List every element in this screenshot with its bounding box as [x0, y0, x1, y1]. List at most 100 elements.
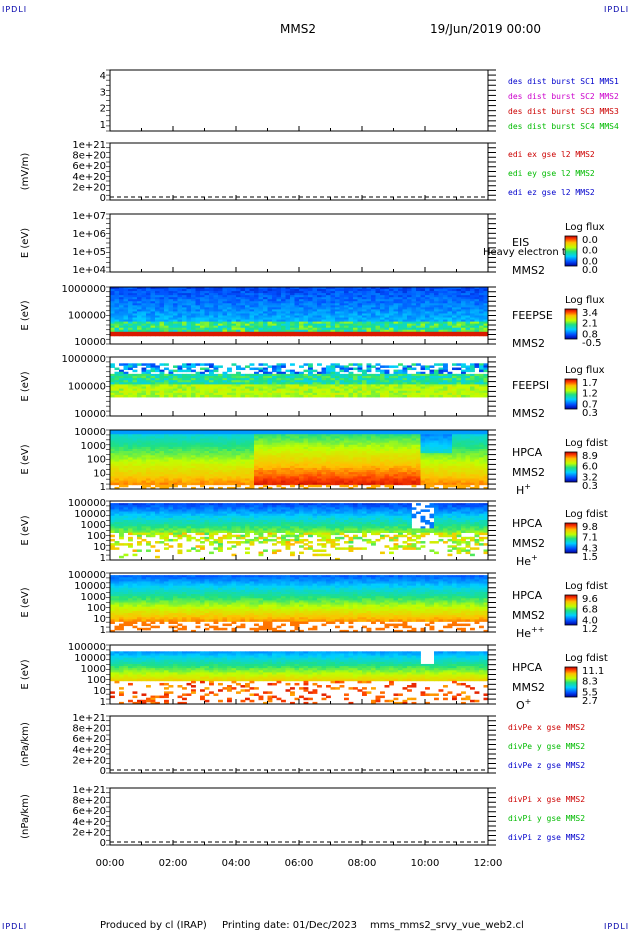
- spectrogram-cell: [258, 453, 264, 456]
- spectrogram-cell: [146, 327, 151, 331]
- spectrogram-cell: [474, 323, 480, 327]
- spectrogram-cell: [119, 392, 124, 396]
- spectrogram-cell: [236, 375, 241, 379]
- spectrogram-cell: [398, 303, 403, 306]
- spectrogram-cell: [330, 382, 336, 385]
- spectrogram-cell: [128, 305, 133, 308]
- spectrogram-cell: [137, 463, 142, 467]
- spectrogram-cell: [344, 287, 349, 290]
- spectrogram-cell: [186, 474, 192, 477]
- spectrogram-cell: [146, 375, 151, 379]
- spectrogram-cell: [173, 474, 178, 477]
- spectrogram-cell: [272, 386, 277, 390]
- spectrogram-cell: [195, 448, 201, 452]
- spectrogram-cell: [159, 309, 165, 312]
- spectrogram-cell: [483, 309, 489, 312]
- spectrogram-cell: [128, 317, 133, 320]
- spectrogram-cell: [191, 463, 196, 467]
- spectrogram-cell: [357, 305, 363, 308]
- spectrogram-cell: [429, 313, 435, 316]
- spectrogram-cell: [299, 392, 304, 396]
- spectrogram-cell: [474, 384, 480, 387]
- spectrogram-cell: [456, 301, 462, 304]
- spectrogram-cell: [272, 301, 277, 304]
- spectrogram-cell: [141, 321, 147, 325]
- spectrogram-cell: [240, 301, 246, 304]
- spectrogram-cell: [420, 367, 426, 371]
- spectrogram-cell: [348, 375, 354, 379]
- spectrogram-cell: [317, 325, 322, 329]
- spectrogram-cell: [362, 482, 367, 486]
- spectrogram-cell: [159, 363, 165, 366]
- spectrogram-cell: [393, 311, 399, 314]
- spectrogram-cell: [294, 289, 300, 292]
- spectrogram-cell: [326, 386, 331, 390]
- spectrogram-cell: [290, 392, 295, 396]
- spectrogram-cell: [249, 325, 255, 329]
- spectrogram-cell: [285, 327, 291, 331]
- spectrogram-cell: [357, 299, 363, 302]
- spectrogram-cell: [263, 446, 268, 450]
- spectrogram-cell: [357, 382, 363, 385]
- spectrogram-cell: [204, 315, 210, 318]
- spectrogram-cell: [110, 459, 115, 463]
- spectrogram-cell: [434, 382, 439, 385]
- spectrogram-cell: [191, 442, 196, 446]
- spectrogram-cell: [429, 365, 435, 368]
- spectrogram-cell: [254, 390, 259, 394]
- spectrogram-cell: [366, 430, 372, 433]
- spectrogram-cell: [168, 297, 174, 300]
- spectrogram-cell: [429, 384, 435, 387]
- spectrogram-cell: [276, 371, 282, 375]
- spectrogram-cell: [204, 305, 210, 308]
- spectrogram-cell: [312, 465, 318, 469]
- spectrogram-cell: [231, 463, 237, 467]
- spectrogram-cell: [240, 478, 246, 481]
- spectrogram-cell: [141, 392, 147, 396]
- spectrogram-cell: [357, 311, 363, 314]
- spectrogram-cell: [209, 297, 214, 300]
- spectrogram-cell: [141, 297, 147, 300]
- spectrogram-cell: [123, 451, 129, 454]
- spectrogram-cell: [285, 444, 291, 448]
- spectrogram-cell: [146, 436, 151, 439]
- spectrogram-cell: [303, 455, 309, 458]
- spectrogram-cell: [177, 378, 183, 381]
- spectrogram-cell: [263, 375, 268, 379]
- spectrogram-cell: [182, 369, 187, 373]
- spectrogram-cell: [380, 287, 385, 290]
- spectrogram-cell: [249, 451, 255, 454]
- spectrogram-cell: [164, 476, 169, 479]
- spectrogram-cell: [443, 367, 448, 371]
- spectrogram-cell: [312, 440, 318, 444]
- spectrogram-cell: [263, 463, 268, 467]
- spectrogram-cell: [335, 461, 340, 465]
- spectrogram-cell: [362, 394, 367, 398]
- spectrogram-cell: [209, 311, 214, 314]
- spectrogram-cell: [272, 380, 277, 383]
- spectrogram-cell: [191, 327, 196, 331]
- spectrogram-cell: [231, 434, 237, 437]
- spectrogram-cell: [204, 474, 210, 477]
- spectrogram-cell: [168, 446, 174, 450]
- spectrogram-cell: [438, 384, 444, 387]
- spectrogram-cell: [132, 380, 138, 383]
- spectrogram-cell: [195, 432, 201, 435]
- spectrogram-cell: [168, 434, 174, 437]
- spectrogram-cell: [384, 303, 390, 306]
- spectrogram-cell: [371, 287, 376, 290]
- spectrogram-cell: [366, 291, 372, 294]
- spectrogram-cell: [164, 444, 169, 448]
- spectrogram-cell: [344, 295, 349, 298]
- spectrogram-cell: [114, 319, 120, 323]
- spectrogram-cell: [173, 380, 178, 383]
- spectrogram-cell: [407, 329, 412, 333]
- spectrogram-cell: [362, 444, 367, 448]
- spectrogram-cell: [371, 315, 376, 318]
- spectrogram-cell: [114, 457, 120, 460]
- spectrogram-cell: [173, 394, 178, 398]
- spectrogram-cell: [155, 325, 160, 329]
- y-axis-label: E (eV): [20, 371, 31, 401]
- spectrogram-cell: [164, 363, 169, 366]
